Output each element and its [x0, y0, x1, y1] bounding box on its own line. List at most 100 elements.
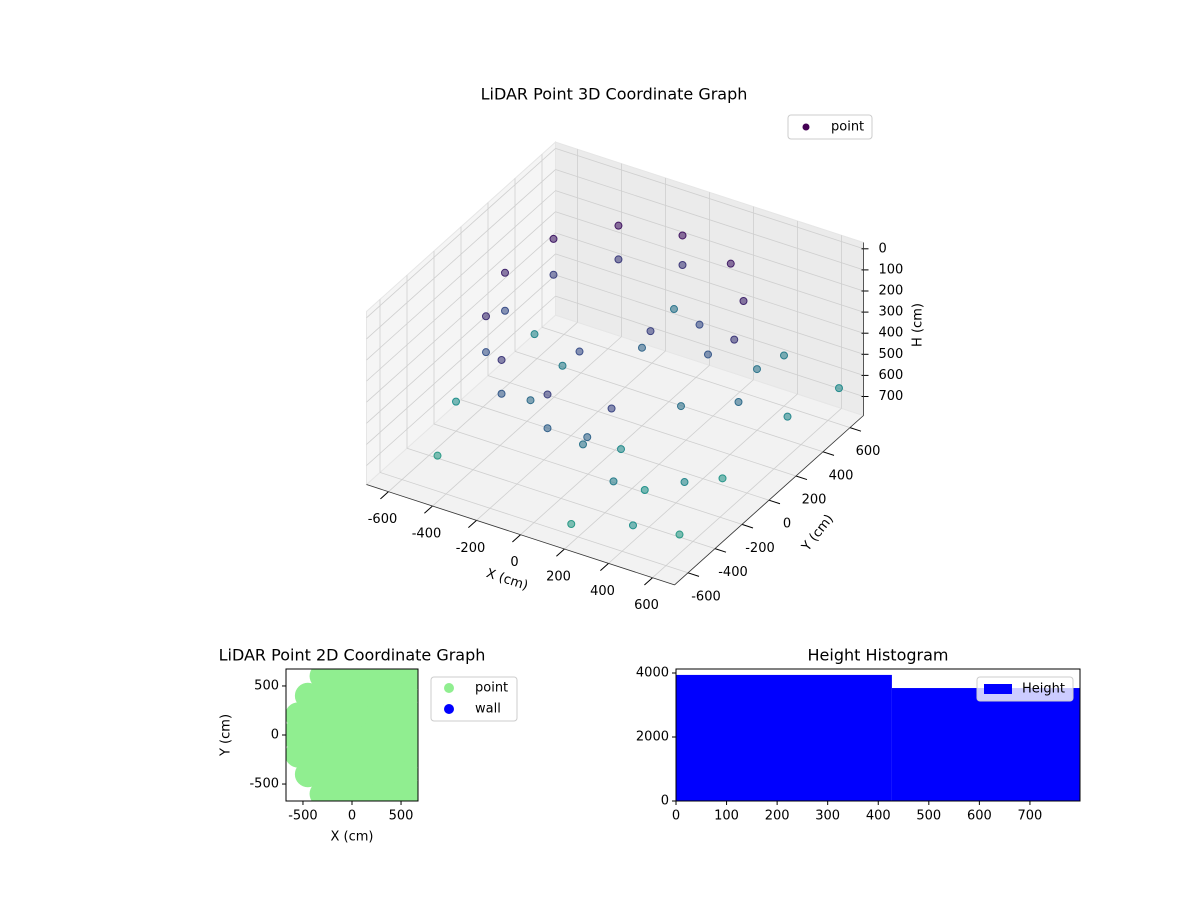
point	[526, 396, 535, 405]
legend-label: point	[475, 681, 508, 696]
y-tick-label: -400	[718, 565, 748, 580]
legend-marker	[444, 683, 454, 693]
x-tick	[512, 534, 521, 543]
chart-title: Height Histogram	[808, 646, 949, 665]
legend-label: Height	[1022, 682, 1065, 697]
point	[481, 348, 490, 357]
grid-line	[555, 148, 864, 250]
point	[294, 682, 321, 709]
point	[780, 351, 788, 360]
point	[543, 390, 552, 399]
grid-line	[555, 190, 864, 292]
point	[549, 270, 558, 279]
z-tick-label: 500	[879, 347, 904, 362]
point	[678, 261, 687, 270]
y-axis-label: Y (cm)	[219, 714, 234, 757]
point	[629, 521, 637, 530]
point	[363, 702, 390, 729]
point	[530, 330, 539, 339]
point	[309, 780, 336, 801]
legend-box	[430, 676, 518, 722]
point	[294, 761, 321, 788]
point	[680, 478, 689, 487]
z-tick-label: 100	[879, 262, 904, 277]
x-tick	[380, 491, 389, 500]
point	[397, 722, 418, 748]
grid-line	[366, 253, 556, 424]
x-tick-label: 0	[672, 809, 680, 824]
point	[363, 741, 390, 768]
point	[299, 722, 326, 748]
point	[348, 780, 375, 801]
point	[373, 682, 400, 709]
x-tick-label: -600	[368, 512, 398, 527]
x-tick-label: -500	[288, 809, 318, 824]
x-tick-label: 700	[1018, 809, 1043, 824]
y-axis-label: Y (cm)	[799, 512, 837, 555]
point	[286, 702, 312, 729]
point	[334, 761, 361, 788]
point	[567, 520, 576, 528]
point	[304, 741, 331, 768]
grid-line	[366, 190, 556, 361]
point	[575, 347, 584, 356]
y-tick-label: -600	[691, 589, 721, 604]
chart-title: LiDAR Point 3D Coordinate Graph	[481, 85, 748, 104]
point	[617, 445, 625, 454]
x-tick	[556, 548, 565, 557]
point	[383, 702, 410, 729]
point	[286, 741, 312, 768]
point	[358, 722, 385, 748]
grid-line	[555, 253, 864, 355]
y-tick-label: 0	[783, 517, 791, 532]
point	[452, 397, 460, 406]
y-tick-label: 0	[271, 728, 279, 743]
point	[324, 741, 351, 768]
point	[609, 477, 618, 486]
grid-line	[555, 295, 864, 397]
point	[583, 433, 592, 442]
y-tick	[795, 475, 808, 481]
point	[730, 335, 739, 344]
point	[753, 365, 761, 374]
point	[286, 722, 307, 748]
point	[392, 761, 418, 788]
y-tick-label: -200	[745, 541, 775, 556]
grid-line	[433, 423, 743, 525]
y-tick	[849, 427, 862, 432]
bar	[891, 688, 1080, 801]
grid-line	[406, 447, 716, 549]
point	[614, 255, 623, 264]
bar	[676, 674, 892, 801]
legend-label: point	[831, 120, 864, 135]
grid-line	[366, 232, 556, 403]
y-tick-label: 600	[856, 444, 881, 459]
point	[739, 297, 748, 306]
grid-line	[379, 472, 689, 574]
x-tick-label: 0	[510, 555, 518, 570]
y-tick-label: 500	[254, 678, 279, 693]
point	[607, 404, 616, 413]
chart-title: LiDAR Point 2D Coordinate Graph	[219, 646, 486, 665]
point	[677, 402, 685, 411]
point	[402, 741, 418, 768]
point	[433, 451, 442, 460]
x-tick-label: 500	[916, 809, 941, 824]
y-tick-label: -500	[249, 777, 279, 792]
point	[646, 327, 655, 336]
z-tick-label: 300	[879, 305, 904, 320]
y-tick	[687, 572, 700, 577]
x-tick-label: 400	[590, 584, 615, 599]
x-tick-label: 200	[546, 570, 571, 585]
x-tick	[600, 563, 609, 572]
point	[343, 702, 370, 729]
grid-line	[366, 211, 556, 382]
point	[501, 268, 509, 277]
point	[783, 412, 792, 421]
point	[314, 761, 341, 788]
x-tick-label: 400	[866, 809, 891, 824]
point	[319, 722, 346, 748]
point	[497, 355, 506, 364]
point	[378, 722, 405, 748]
x-axis-label: X (cm)	[484, 566, 530, 594]
